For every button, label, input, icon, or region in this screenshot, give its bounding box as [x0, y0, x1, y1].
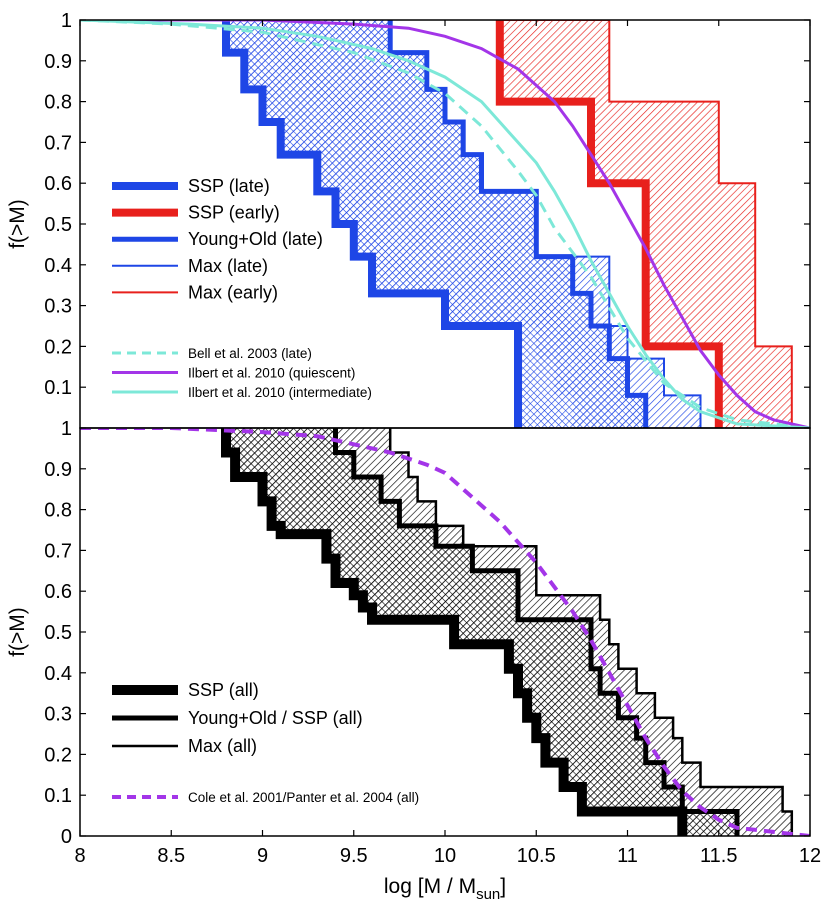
- top-y-axis-label: f(>M): [6, 199, 29, 249]
- top-series-ssp-late: [222, 20, 522, 428]
- bottom-band-1: [226, 428, 737, 836]
- bottom-ytick-label-7: 0.3: [44, 704, 72, 726]
- bottom-ytick-label-1: 0.9: [44, 459, 72, 481]
- xtick-label-3: 9.5: [340, 845, 368, 867]
- x-axis-label-end: ]: [500, 875, 506, 898]
- xtick-label-5: 10.5: [517, 845, 556, 867]
- top-ytick-label-2: 0.8: [44, 92, 72, 114]
- bottom-series-max-all: [388, 428, 794, 836]
- x-axis-label-sub: sun: [476, 886, 500, 903]
- bottom-ytick-label-0: 1: [61, 418, 72, 440]
- bottom-y-axis-label: f(>M): [6, 607, 29, 657]
- bottom-legend-label-1: Young+Old / SSP (all): [188, 708, 363, 728]
- top-ytick-label-0: 1: [61, 10, 72, 32]
- bottom-series-cole-et-al-2001-panter-et-al-2004-all: [80, 428, 810, 836]
- bottom-panel: 1 0.9 0.8 0.7 0.6 0.5 0.4 0.3 0.2 0.1 0 8 8.5 9 9.5 10…: [6, 20, 821, 903]
- bottom-legend-label-0: SSP (all): [188, 680, 259, 700]
- top-ytick-label-1: 0.9: [44, 51, 72, 73]
- xtick-label-0: 8: [74, 845, 85, 867]
- bottom-ytick-label-9: 0.1: [44, 785, 72, 807]
- top-ytick-label-5: 0.5: [44, 214, 72, 236]
- top-series-ssp-early: [495, 20, 723, 428]
- top-legend-label-6: Ilbert et al. 2010 (quiescent): [188, 366, 355, 381]
- xtick-label-6: 11: [617, 845, 638, 867]
- x-axis-label-main: log [M / M: [384, 875, 476, 898]
- bottom-legend-label-3: Cole et al. 2001/Panter et al. 2004 (all…: [188, 790, 419, 805]
- top-panel: 1 0.9 0.8 0.7 0.6 0.5 0.4 0.3 0.2 0.1 f(>M) SSP (…: [6, 10, 811, 429]
- bottom-ytick-label-3: 0.7: [44, 540, 72, 562]
- xtick-label-1: 8.5: [157, 845, 185, 867]
- bottom-ytick-label-8: 0.2: [44, 744, 72, 766]
- bottom-series-ssp-all: [221, 428, 688, 836]
- top-ytick-label-9: 0.1: [44, 377, 72, 399]
- bottom-ytick-label-5: 0.5: [44, 622, 72, 644]
- top-ytick-label-6: 0.4: [44, 255, 72, 277]
- top-ytick-label-3: 0.7: [44, 132, 72, 154]
- bottom-ytick-label-2: 0.8: [44, 500, 72, 522]
- top-legend-label-7: Ilbert et al. 2010 (intermediate): [188, 385, 372, 400]
- top-legend-label-2: Young+Old (late): [188, 229, 323, 249]
- top-legend-label-4: Max (early): [188, 282, 278, 302]
- xtick-label-4: 10: [434, 845, 456, 867]
- top-legend-label-1: SSP (early): [188, 203, 280, 223]
- bottom-ytick-label-4: 0.6: [44, 581, 72, 603]
- top-series-max-early: [499, 20, 793, 428]
- top-band-1: [226, 20, 646, 428]
- xtick-label-2: 9: [257, 845, 268, 867]
- top-series-ilbert-et-al-2010-intermediate: [80, 20, 810, 428]
- bottom-ytick-label-10: 0: [61, 826, 72, 848]
- bottom-ytick-label-6: 0.4: [44, 663, 72, 685]
- top-ytick-label-4: 0.6: [44, 173, 72, 195]
- top-series-max-late: [389, 20, 702, 428]
- top-ytick-label-7: 0.3: [44, 296, 72, 318]
- xtick-label-7: 11.5: [700, 845, 737, 867]
- x-axis-label: log [M / Msun]: [384, 875, 506, 903]
- xtick-label-8: 12: [799, 845, 821, 867]
- top-legend-label-3: Max (late): [188, 256, 268, 276]
- top-legend-label-5: Bell et al. 2003 (late): [188, 346, 312, 361]
- top-ytick-label-8: 0.2: [44, 336, 72, 358]
- bottom-legend-label-2: Max (all): [188, 736, 257, 756]
- top-legend-label-0: SSP (late): [188, 176, 270, 196]
- top-series-ilbert-et-al-2010-quiescent: [80, 20, 810, 428]
